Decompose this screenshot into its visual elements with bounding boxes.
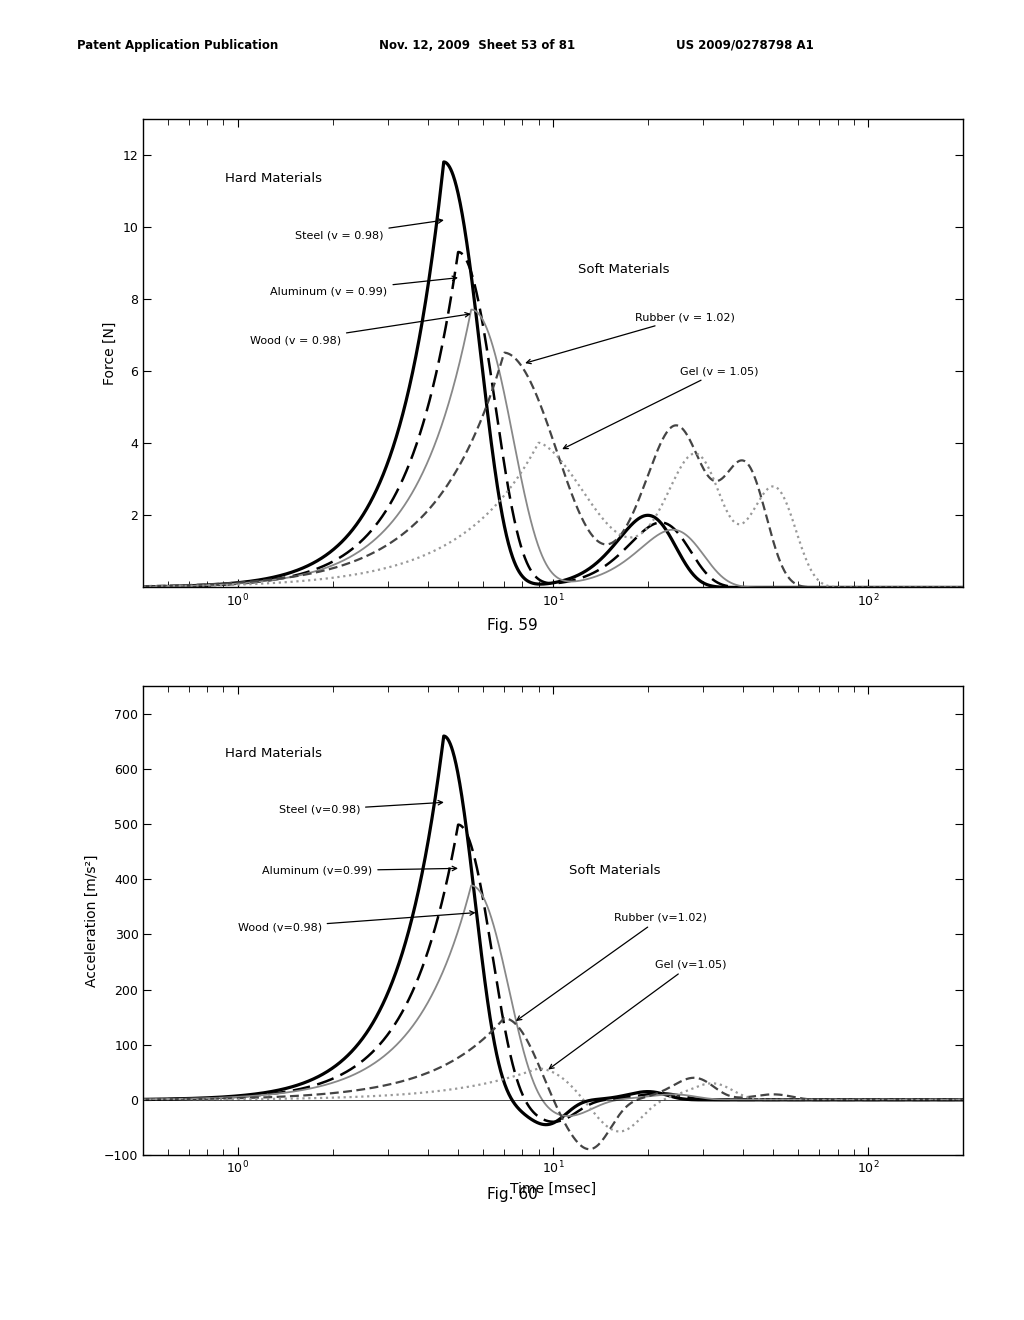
Text: Wood (v = 0.98): Wood (v = 0.98): [250, 313, 469, 346]
Text: Gel (v = 1.05): Gel (v = 1.05): [563, 366, 759, 449]
X-axis label: Time [msec]: Time [msec]: [510, 1181, 596, 1196]
Text: Rubber (v=1.02): Rubber (v=1.02): [517, 912, 708, 1020]
Text: Patent Application Publication: Patent Application Publication: [77, 38, 279, 51]
Text: Steel (v = 0.98): Steel (v = 0.98): [295, 219, 442, 240]
Text: Hard Materials: Hard Materials: [225, 747, 323, 760]
Y-axis label: Acceleration [m/s²]: Acceleration [m/s²]: [85, 854, 98, 987]
Y-axis label: Force [N]: Force [N]: [103, 321, 117, 385]
Text: Soft Materials: Soft Materials: [578, 264, 669, 276]
Text: Fig. 59: Fig. 59: [486, 618, 538, 632]
Text: Gel (v=1.05): Gel (v=1.05): [549, 960, 727, 1069]
Text: Soft Materials: Soft Materials: [569, 863, 660, 876]
Text: Fig. 60: Fig. 60: [486, 1187, 538, 1201]
Text: Nov. 12, 2009  Sheet 53 of 81: Nov. 12, 2009 Sheet 53 of 81: [379, 38, 575, 51]
Text: Aluminum (v=0.99): Aluminum (v=0.99): [262, 866, 457, 876]
Text: Hard Materials: Hard Materials: [225, 172, 323, 185]
Text: Rubber (v = 1.02): Rubber (v = 1.02): [526, 313, 735, 364]
Text: Steel (v=0.98): Steel (v=0.98): [279, 800, 442, 814]
Text: Wood (v=0.98): Wood (v=0.98): [238, 911, 474, 932]
Text: US 2009/0278798 A1: US 2009/0278798 A1: [676, 38, 814, 51]
Text: Aluminum (v = 0.99): Aluminum (v = 0.99): [270, 276, 457, 297]
